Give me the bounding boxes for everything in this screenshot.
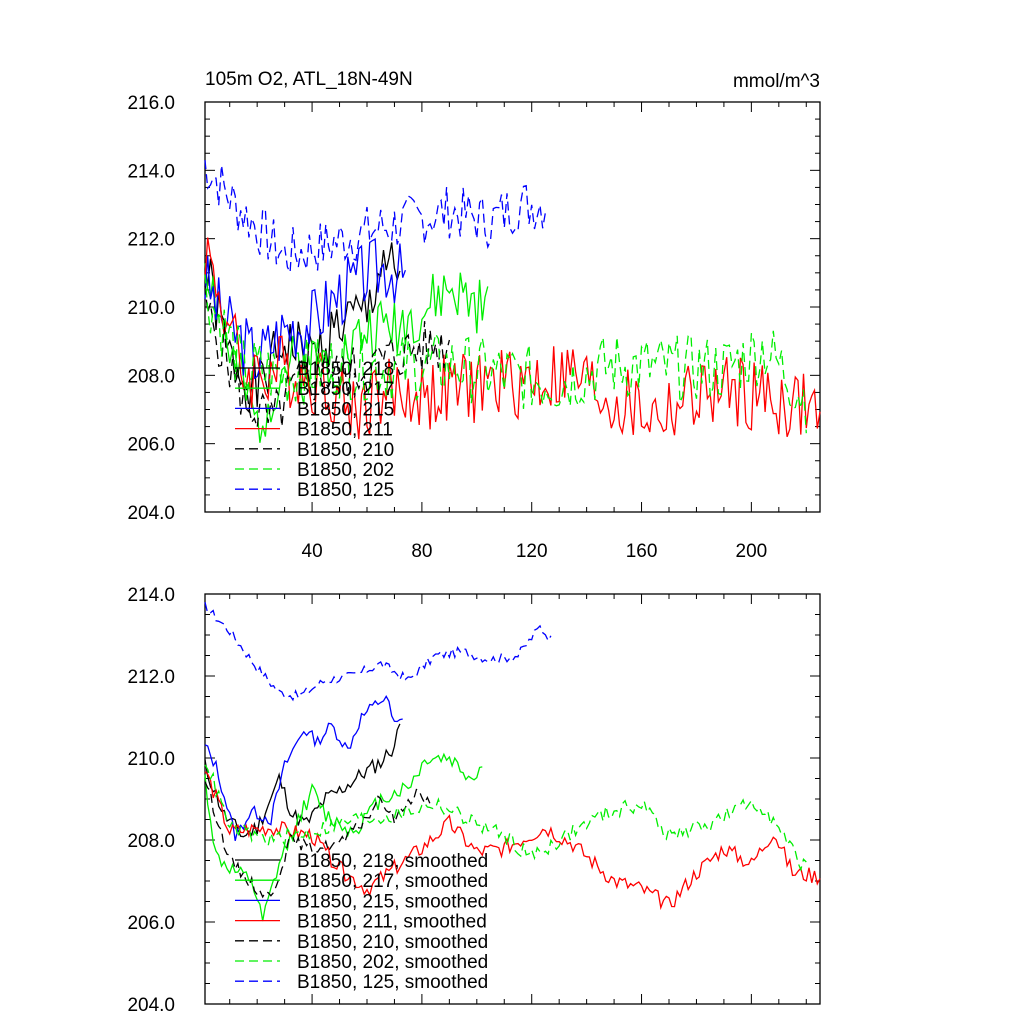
panel1-title-left: 105m O2, ATL_18N-49N xyxy=(205,69,413,90)
y-tick-label: 206.0 xyxy=(127,435,175,456)
y-tick-label: 216.0 xyxy=(127,93,175,114)
x-tick-label: 160 xyxy=(626,541,658,562)
series-line-6 xyxy=(204,764,807,872)
y-tick-label: 206.0 xyxy=(127,913,175,934)
x-tick-label: 200 xyxy=(736,541,768,562)
y-tick-label: 208.0 xyxy=(127,831,175,852)
y-tick-label: 212.0 xyxy=(127,230,175,251)
legend-label: B1850, 210 xyxy=(297,440,394,461)
y-tick-label: 208.0 xyxy=(127,366,175,387)
legend-label: B1850, 202, smoothed xyxy=(297,952,488,973)
x-tick-label: 40 xyxy=(302,541,323,562)
legend-label: B1850, 218 xyxy=(297,359,394,380)
legend-label: B1850, 215 xyxy=(297,399,394,420)
legend-label: B1850, 202 xyxy=(297,460,394,481)
series-line-7 xyxy=(204,602,552,702)
legend-label: B1850, 217, smoothed xyxy=(297,871,488,892)
legend-label: B1850, 211, smoothed xyxy=(297,912,487,933)
y-tick-label: 212.0 xyxy=(127,667,175,688)
y-tick-label: 214.0 xyxy=(127,585,175,606)
y-tick-label: 204.0 xyxy=(127,995,175,1016)
y-tick-label: 204.0 xyxy=(127,503,175,524)
series-line-7 xyxy=(204,160,547,275)
legend-label: B1850, 215, smoothed xyxy=(297,891,488,912)
x-tick-label: 120 xyxy=(516,541,548,562)
x-tick-label: 80 xyxy=(411,541,432,562)
top-panel: 204.0 206.0 208.0 210.0 212.0 214.0 216.0 40 80 1… xyxy=(127,93,821,562)
legend-label: B1850, 210, smoothed xyxy=(297,932,488,953)
legend-label: B1850, 218, smoothed xyxy=(297,851,488,872)
panel1-title-right: mmol/m^3 xyxy=(733,71,820,92)
series-line-5 xyxy=(204,781,433,899)
y-tick-label: 210.0 xyxy=(127,298,175,319)
bottom-panel: 204.0 206.0 208.0 210.0 212.0 214.0 B1850, 218… xyxy=(127,585,821,1016)
series-line-3 xyxy=(204,694,403,841)
y-tick-label: 210.0 xyxy=(127,749,175,770)
legend-label: B1850, 125 xyxy=(297,480,394,501)
legend-label: B1850, 125, smoothed xyxy=(297,972,488,993)
series-line-2 xyxy=(204,752,483,922)
legend-label: B1850, 211 xyxy=(297,420,393,441)
series-line-6 xyxy=(204,274,807,434)
legend-label: B1850, 217 xyxy=(297,379,394,400)
series-line-1 xyxy=(204,723,401,838)
y-tick-label: 214.0 xyxy=(127,161,175,182)
